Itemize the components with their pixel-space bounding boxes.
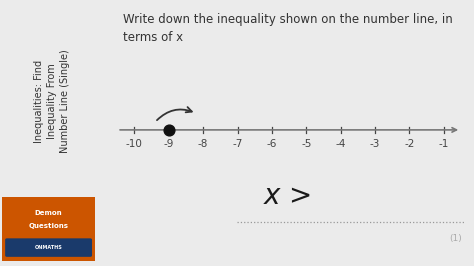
Text: -6: -6 <box>267 139 277 149</box>
Text: Write down the inequality shown on the number line, in
terms of x: Write down the inequality shown on the n… <box>123 13 453 44</box>
Text: Questions: Questions <box>28 223 69 228</box>
Text: -9: -9 <box>164 139 174 149</box>
Text: -2: -2 <box>404 139 415 149</box>
Text: $x$ >: $x$ > <box>263 183 311 210</box>
Text: Inequalities: Find
Inequality From
Number Line (Single): Inequalities: Find Inequality From Numbe… <box>34 49 70 153</box>
Text: ONMATHS: ONMATHS <box>35 245 63 250</box>
Text: -1: -1 <box>439 139 449 149</box>
Text: -5: -5 <box>301 139 311 149</box>
Text: -7: -7 <box>232 139 243 149</box>
Text: -10: -10 <box>126 139 143 149</box>
Text: (1): (1) <box>449 234 462 243</box>
Text: Demon: Demon <box>35 210 63 216</box>
FancyBboxPatch shape <box>0 194 100 264</box>
Point <box>165 128 173 132</box>
FancyBboxPatch shape <box>5 238 92 257</box>
Text: -4: -4 <box>336 139 346 149</box>
Text: -3: -3 <box>370 139 380 149</box>
Text: -8: -8 <box>198 139 209 149</box>
